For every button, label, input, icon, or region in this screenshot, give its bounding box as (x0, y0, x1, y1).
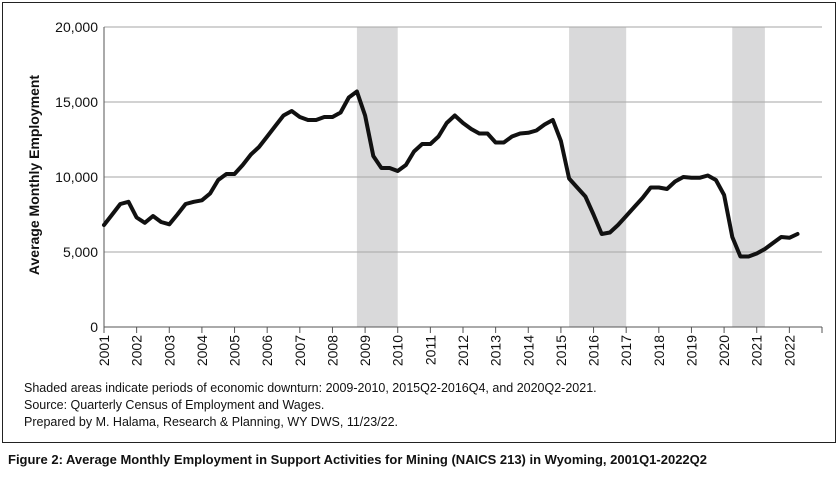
x-tick-label: 2016 (586, 335, 602, 366)
y-tick-label: 15,000 (55, 94, 98, 110)
x-tick-label: 2014 (520, 335, 536, 366)
x-tick-label: 2011 (422, 335, 438, 365)
x-tick-label: 2012 (455, 335, 471, 366)
series-line (102, 89, 800, 259)
x-tick-label: 2007 (292, 335, 308, 366)
note-prepared-by: Prepared by M. Halama, Research & Planni… (24, 415, 399, 429)
x-tick-label: 2010 (390, 335, 406, 366)
x-tick-label: 2015 (553, 335, 569, 366)
axes (103, 27, 823, 333)
note-shading: Shaded areas indicate periods of economi… (24, 381, 597, 395)
x-tick-label: 2022 (781, 335, 797, 366)
note-source: Source: Quarterly Census of Employment a… (24, 398, 325, 412)
x-tick-label: 2020 (716, 335, 732, 366)
y-tick-label: 0 (90, 319, 98, 335)
x-tick-label: 2008 (324, 335, 340, 366)
x-tick-label: 2005 (227, 335, 243, 366)
x-tick-label: 2013 (488, 335, 504, 366)
x-tick-label: 2001 (96, 335, 112, 366)
y-tick-label: 10,000 (55, 169, 98, 185)
x-tick-label: 2003 (161, 335, 177, 366)
x-tick-label: 2018 (651, 335, 667, 366)
x-tick-label: 2004 (194, 335, 210, 366)
x-tick-label: 2006 (259, 335, 275, 366)
x-tick-label: 2017 (618, 335, 634, 366)
x-tick-label: 2021 (749, 335, 765, 366)
chart-frame (2, 2, 836, 443)
y-tick-labels: 0 5,000 10,000 15,000 20,000 (55, 19, 98, 335)
y-tick-label: 5,000 (63, 244, 98, 260)
x-tick-labels: 2001 2002 2003 2004 2005 2006 2007 2008 2009 2010… (96, 335, 797, 366)
x-tick-label: 2002 (129, 335, 145, 366)
y-axis-label: Average Monthly Employment (26, 75, 42, 276)
x-tick-label: 2019 (683, 335, 699, 366)
chart-notes: Shaded areas indicate periods of economi… (24, 380, 597, 431)
y-tick-label: 20,000 (55, 19, 98, 35)
x-tick-label: 2009 (357, 335, 373, 366)
figure-caption: Figure 2: Average Monthly Employment in … (8, 452, 707, 467)
